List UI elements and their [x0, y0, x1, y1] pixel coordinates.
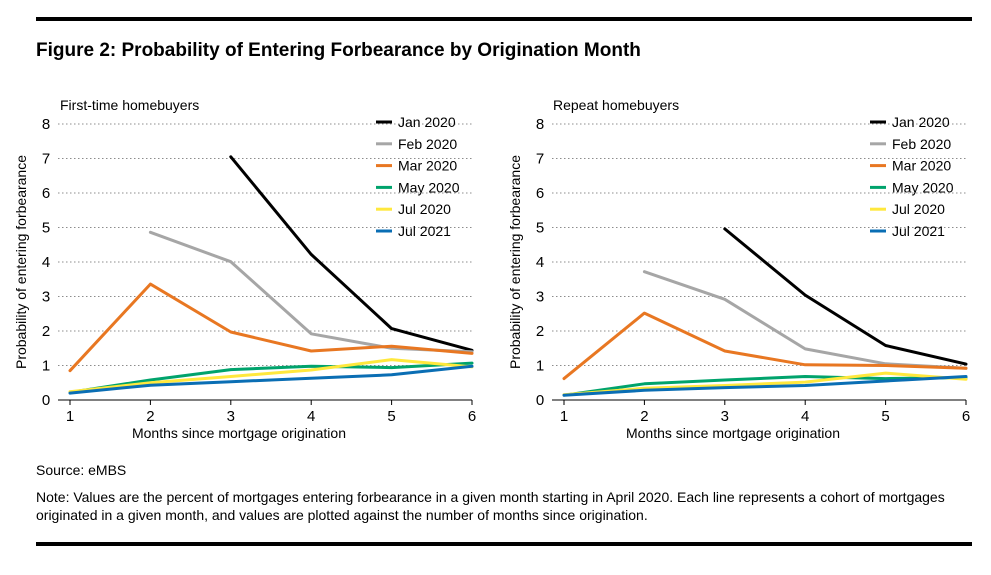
x-tick-label: 1	[66, 408, 74, 425]
series-line	[68, 282, 474, 373]
legend-label: Jul 2021	[892, 223, 945, 239]
x-tick-label: 1	[560, 408, 568, 425]
x-tick-label: 6	[468, 408, 476, 425]
y-tick-label: 4	[42, 254, 50, 271]
legend-label: Mar 2020	[892, 158, 951, 174]
figure-note: Note: Values are the percent of mortgage…	[36, 489, 945, 523]
y-tick-label: 8	[42, 116, 50, 133]
y-axis-label: Probability of entering forbearance	[13, 155, 29, 369]
legend-label: Jan 2020	[892, 114, 950, 130]
y-tick-label: 6	[42, 185, 50, 202]
x-tick-label: 2	[640, 408, 648, 425]
y-tick-label: 7	[42, 151, 50, 168]
x-axis-label: Months since mortgage origination	[626, 425, 840, 441]
legend-label: Feb 2020	[892, 136, 951, 152]
figure-source: Source: eMBS	[36, 462, 127, 478]
series-line	[562, 371, 968, 397]
x-tick-label: 3	[721, 408, 729, 425]
x-tick-label: 4	[307, 408, 315, 425]
legend-label: Jan 2020	[398, 114, 456, 130]
y-tick-label: 3	[42, 289, 50, 306]
series-line	[562, 375, 968, 397]
top-rule	[36, 17, 972, 21]
series-line	[68, 364, 474, 395]
x-axis-label: Months since mortgage origination	[132, 425, 346, 441]
series-line	[68, 358, 474, 394]
legend-label: Feb 2020	[398, 136, 457, 152]
y-tick-label: 1	[536, 358, 544, 375]
y-tick-label: 7	[536, 151, 544, 168]
legend-label: May 2020	[892, 179, 954, 195]
y-tick-label: 1	[42, 358, 50, 375]
x-tick-label: 2	[146, 408, 154, 425]
chart-title: Repeat homebuyers	[553, 97, 679, 113]
y-tick-label: 8	[536, 116, 544, 133]
series-line	[229, 155, 474, 352]
y-tick-label: 2	[42, 323, 50, 340]
legend-label: Jul 2021	[398, 223, 451, 239]
x-tick-label: 4	[801, 408, 809, 425]
bottom-rule	[36, 542, 972, 546]
chart-title: First-time homebuyers	[60, 97, 199, 113]
y-tick-label: 6	[536, 185, 544, 202]
series-line	[148, 230, 474, 354]
series-line	[562, 311, 968, 381]
series-line	[68, 361, 474, 394]
y-tick-label: 5	[42, 220, 50, 237]
legend-label: Mar 2020	[398, 158, 457, 174]
legend-label: Jul 2020	[398, 201, 451, 217]
series-line	[723, 227, 968, 366]
y-tick-label: 3	[536, 289, 544, 306]
series-line	[562, 375, 968, 397]
x-tick-label: 3	[227, 408, 235, 425]
y-tick-label: 2	[536, 323, 544, 340]
legend-label: Jul 2020	[892, 201, 945, 217]
x-tick-label: 6	[962, 408, 970, 425]
y-tick-label: 0	[42, 392, 50, 409]
y-axis-label: Probability of entering forbearance	[507, 155, 523, 369]
y-tick-label: 5	[536, 220, 544, 237]
y-tick-label: 4	[536, 254, 544, 271]
x-tick-label: 5	[881, 408, 889, 425]
x-tick-label: 5	[387, 408, 395, 425]
figure-title: Figure 2: Probability of Entering Forbea…	[36, 40, 641, 61]
y-tick-label: 0	[536, 392, 544, 409]
legend-label: May 2020	[398, 179, 460, 195]
